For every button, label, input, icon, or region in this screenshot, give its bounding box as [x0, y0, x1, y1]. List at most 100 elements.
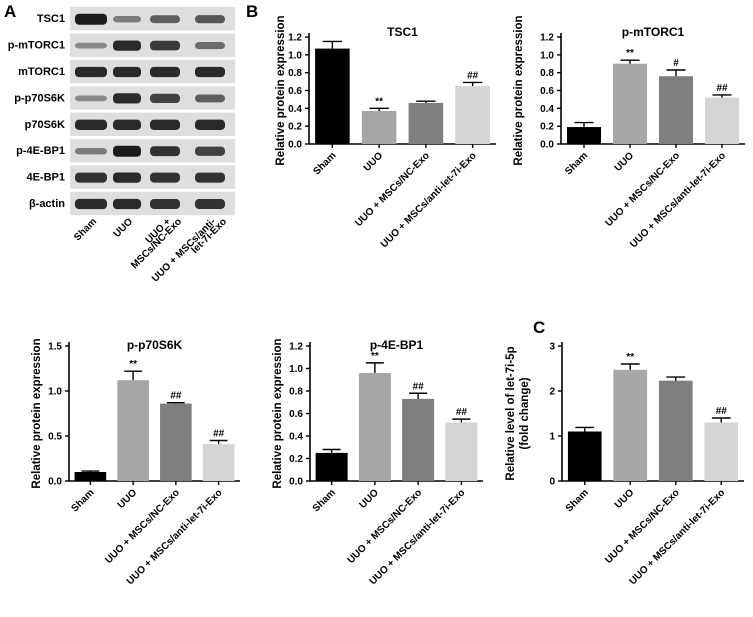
blot-row-label: p-4E-BP1 — [16, 145, 65, 157]
y-tick-label: 0.2 — [540, 122, 554, 133]
y-tick-label: 1.2 — [288, 33, 302, 44]
bar — [658, 76, 694, 144]
significance-label: ## — [213, 429, 225, 440]
blot-row-label: 4E-BP1 — [26, 172, 65, 184]
x-category-label: UUO — [613, 150, 637, 174]
significance-label: ## — [456, 407, 468, 418]
bar — [566, 127, 602, 144]
blot-band — [195, 94, 225, 103]
chart-3: 0.0 0.5 1.0 1.5 p-p70S6K Relative protein exp… — [31, 338, 240, 587]
blot-band — [75, 119, 107, 130]
chart-5: 0 1 2 3 Relative level of let-7i-5p (fold cha… — [505, 342, 744, 587]
western-blot-panel: TSC1 p-mTORC1 mTORC1 p-p70S6K p70S6K p-4E-BP1… — [8, 7, 235, 284]
chart-title: p-4E-BP1 — [370, 338, 424, 352]
bar — [361, 111, 397, 144]
panel-letter-a: A — [4, 2, 16, 21]
blot-band — [75, 198, 107, 210]
chart-4: 0.0 0.2 0.4 0.6 0.8 1.0 1.2 p-4E-BP1 Relative pr… — [272, 338, 483, 587]
y-axis-label: Relative protein expression — [275, 15, 287, 165]
blot-lane-label: Sham — [72, 216, 99, 243]
y-tick-label: 1.0 — [540, 50, 554, 61]
y-tick-label: 0.0 — [48, 477, 62, 488]
significance-label: ** — [129, 359, 137, 370]
bar — [358, 373, 391, 481]
blot-band — [195, 15, 225, 24]
y-tick-label: 0.0 — [540, 140, 554, 151]
blot-band — [150, 66, 180, 78]
y-tick-label: 1 — [549, 432, 555, 443]
blot-band — [113, 145, 141, 157]
blot-band — [75, 13, 107, 25]
y-tick-label: 3 — [549, 342, 555, 353]
y-tick-label: 0.4 — [540, 104, 554, 115]
x-category-label: UUO — [357, 487, 381, 511]
bar — [408, 102, 444, 144]
x-category-label: Sham — [311, 487, 338, 514]
blot-row-label: mTORC1 — [18, 66, 65, 78]
significance-label: ** — [371, 351, 379, 362]
blot-band — [75, 147, 107, 155]
bar — [74, 472, 107, 481]
y-tick-label: 0.8 — [540, 68, 554, 79]
blot-band — [113, 172, 141, 183]
bar — [704, 422, 739, 481]
blot-band — [150, 119, 180, 130]
x-category-label: UUO + MSCs/anti-let-7i-Exo — [628, 150, 728, 250]
x-category-label: Sham — [564, 487, 591, 514]
blot-band — [195, 66, 225, 78]
y-axis-label: Relative protein expression — [272, 338, 284, 488]
x-category-label: UUO + MSCs/anti-let-7i-Exo — [379, 150, 479, 250]
x-category-label: Sham — [563, 150, 590, 177]
y-tick-label: 0.6 — [540, 86, 554, 97]
y-tick-label: 2 — [549, 387, 555, 398]
bar — [704, 97, 740, 144]
y-axis-label: Relative protein expression — [513, 15, 525, 165]
y-tick-label: 0.0 — [289, 477, 303, 488]
blot-band — [150, 172, 180, 183]
x-category-label: UUO + MSCs/NC-Exo — [603, 487, 682, 566]
blot-band — [150, 15, 180, 24]
y-tick-label: 0.4 — [289, 432, 303, 443]
significance-label: ** — [375, 96, 383, 107]
y-tick-label: 0.4 — [288, 104, 302, 115]
x-category-label: UUO + MSCs/NC-Exo — [103, 487, 182, 566]
x-category-label: UUO + MSCs/anti-let-7i-Exo — [627, 487, 727, 587]
significance-label: ## — [716, 83, 728, 94]
x-category-label: UUO + MSCs/NC-Exo — [346, 487, 425, 566]
significance-label: # — [673, 58, 679, 69]
y-tick-label: 0 — [549, 477, 555, 488]
y-tick-label: 1.5 — [48, 342, 62, 353]
blot-band — [113, 40, 141, 51]
bar — [160, 403, 192, 481]
x-category-label: UUO + MSCs/anti-let-7i-Exo — [368, 487, 468, 587]
y-axis-label: Relative level of let-7i-5p — [505, 346, 517, 480]
y-tick-label: 0.0 — [288, 140, 302, 151]
bar — [315, 452, 348, 481]
chart-2: 0.0 0.2 0.4 0.6 0.8 1.0 1.2 p-mTORC1 Relative pr… — [513, 15, 745, 250]
panel-letter-c: C — [533, 318, 545, 337]
x-category-label: UUO — [116, 487, 140, 511]
blot-band — [150, 146, 180, 157]
y-tick-label: 1.0 — [289, 364, 303, 375]
significance-label: ## — [467, 70, 479, 81]
bar — [613, 369, 648, 481]
bar — [445, 422, 478, 481]
blot-band — [195, 146, 225, 156]
blot-row-label: TSC1 — [37, 13, 65, 25]
y-tick-label: 0.6 — [288, 86, 302, 97]
bar — [455, 86, 490, 144]
x-category-label: UUO — [613, 487, 637, 511]
blot-row-label: p70S6K — [25, 119, 65, 131]
chart-title: p-mTORC1 — [622, 25, 685, 39]
blot-row-label: β-actin — [29, 198, 65, 210]
x-category-label: UUO — [362, 150, 386, 174]
bar — [202, 444, 235, 481]
blot-band — [195, 119, 225, 130]
blot-band — [195, 42, 225, 50]
blot-row-label: p-mTORC1 — [8, 40, 65, 52]
blot-band — [75, 66, 107, 78]
blot-band — [195, 199, 225, 209]
blot-band — [75, 172, 107, 183]
blot-band — [75, 42, 107, 49]
bar — [612, 63, 648, 144]
